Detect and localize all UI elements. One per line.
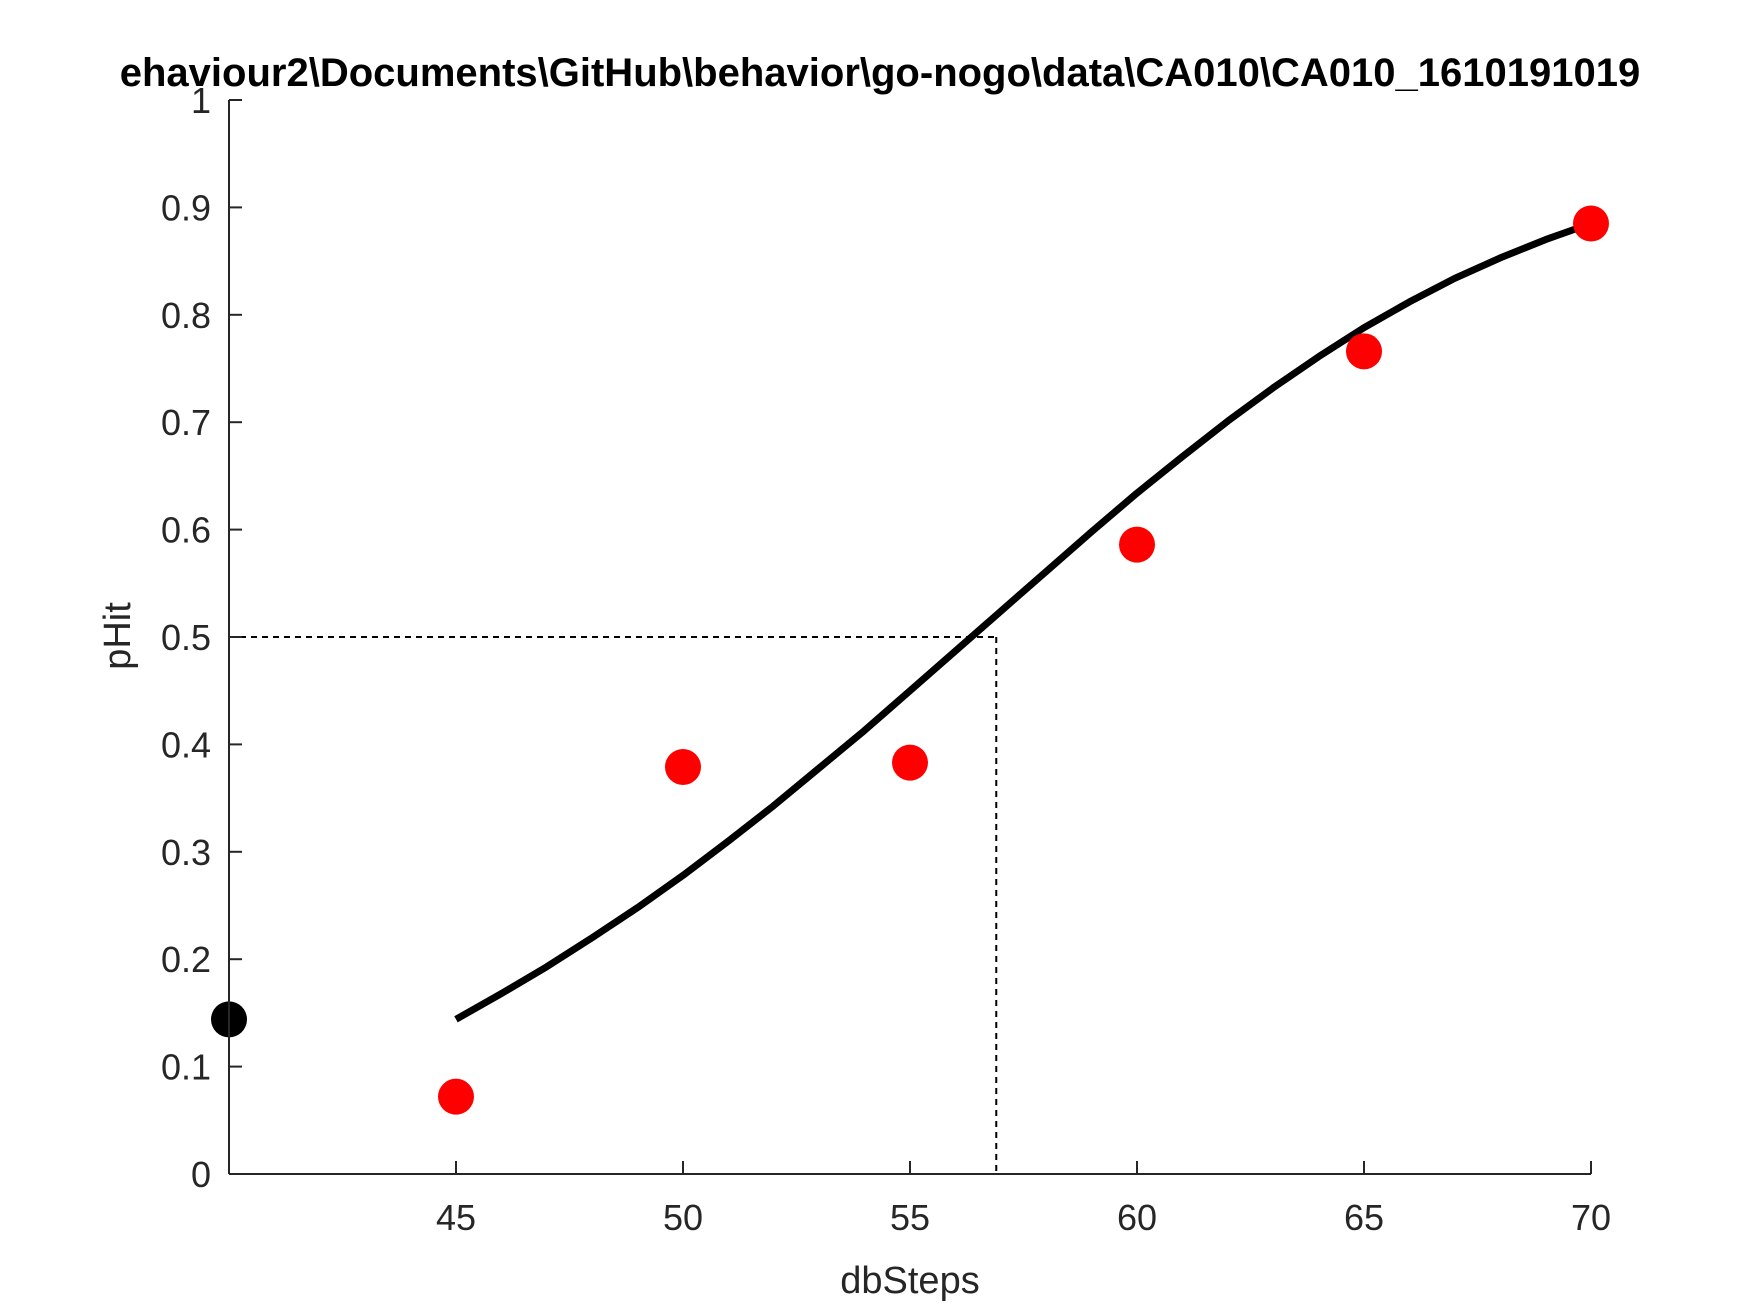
x-ticks: 45 50 55 60 65 70	[436, 1161, 1611, 1238]
x-axis-label: dbSteps	[840, 1260, 979, 1302]
y-tick-label: 0.2	[161, 939, 211, 980]
data-point	[438, 1078, 474, 1115]
data-point	[1346, 333, 1382, 370]
y-tick-label: 0	[191, 1154, 211, 1195]
data-points	[211, 205, 1609, 1115]
y-tick-label: 1	[191, 80, 211, 121]
threshold-lines	[229, 636, 998, 1174]
y-tick-label: 0.6	[161, 510, 211, 551]
x-tick-label: 50	[663, 1197, 703, 1238]
axes	[228, 100, 1591, 1175]
y-axis-label: pHit	[97, 602, 139, 670]
y-tick-label: 0.1	[161, 1047, 211, 1088]
y-tick-label: 0.9	[161, 187, 211, 228]
x-tick-label: 65	[1344, 1197, 1384, 1238]
fit-curve-line	[454, 220, 1593, 1023]
y-tick-label: 0.8	[161, 295, 211, 336]
x-tick-label: 55	[890, 1197, 930, 1238]
y-tick-label: 0.3	[161, 832, 211, 873]
chart-title: ehaviour2\Documents\GitHub\behavior\go-n…	[120, 51, 1641, 95]
y-tick-label: 0.7	[161, 402, 211, 443]
data-point	[892, 744, 928, 781]
x-tick-label: 70	[1571, 1197, 1611, 1238]
x-tick-label: 45	[436, 1197, 476, 1238]
x-tick-label: 60	[1117, 1197, 1157, 1238]
fit-curve	[454, 220, 1593, 1023]
data-point	[1119, 526, 1155, 563]
y-ticks: 0 0.1 0.2 0.3 0.4 0.5 0.6 0.7 0.8 0.9 1	[161, 80, 242, 1195]
y-tick-label: 0.5	[161, 617, 211, 658]
y-tick-label: 0.4	[161, 724, 211, 765]
data-point	[1573, 205, 1609, 242]
data-point	[665, 748, 701, 785]
